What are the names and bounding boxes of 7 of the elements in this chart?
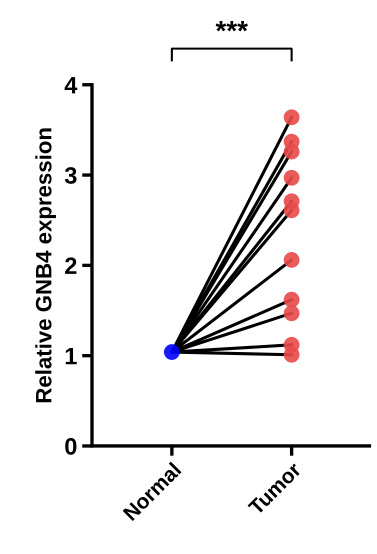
y-tick-label: 1 xyxy=(66,348,77,364)
y-tick-label: 2 xyxy=(65,257,76,274)
y-tick-label: 4 xyxy=(64,77,78,94)
y-tick-label: 3 xyxy=(64,167,77,184)
text: *** xyxy=(216,21,248,32)
y-tick-label: 0 xyxy=(65,438,76,455)
y-axis-title: Relative GNB4 expression xyxy=(35,128,56,402)
